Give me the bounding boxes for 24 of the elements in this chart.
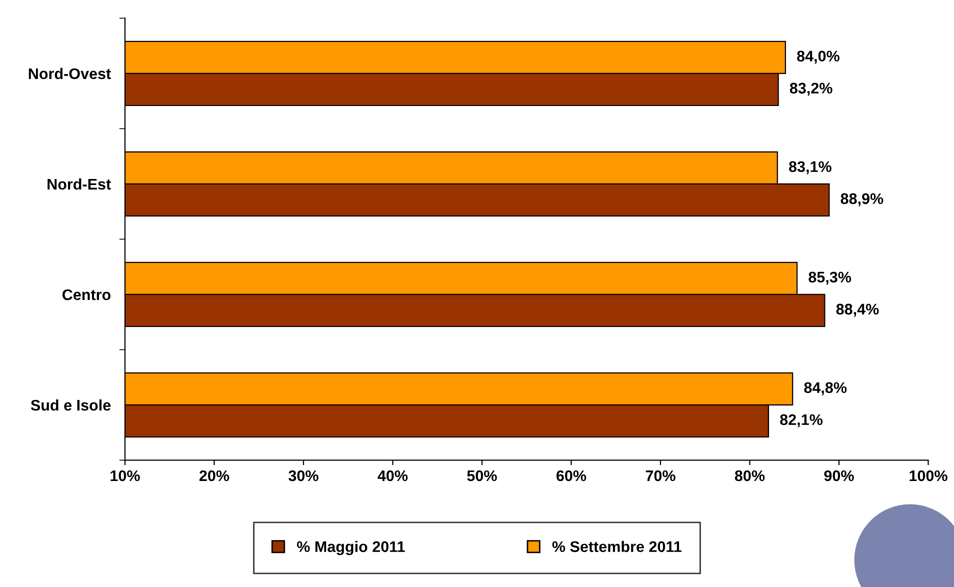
legend-label: % Settembre 2011: [552, 540, 682, 552]
x-tick-label: 30%: [288, 470, 318, 482]
data-label: 84,0%: [797, 50, 840, 64]
data-label: 84,8%: [804, 382, 847, 396]
x-tick-label: 10%: [110, 470, 140, 482]
legend-label: % Maggio 2011: [296, 540, 405, 556]
x-tick-label: 20%: [199, 470, 230, 482]
x-tick-label: 60%: [556, 470, 586, 482]
data-label: 83,2%: [790, 82, 832, 96]
data-label: 82,1%: [780, 414, 823, 428]
x-tick-label: 90%: [824, 470, 854, 482]
x-tick-label: 50%: [467, 470, 497, 482]
y-tick-label: Nord-Est: [48, 178, 111, 190]
data-label: 83,1%: [789, 161, 832, 174]
x-tick-label: 80%: [734, 470, 765, 482]
x-tick-label: 70%: [646, 470, 676, 482]
data-label: 85,3%: [808, 272, 852, 285]
data-label: 88,9%: [840, 193, 884, 206]
y-tick-label: Sud e Isole: [30, 399, 111, 411]
x-tick-label: 100%: [910, 470, 948, 482]
y-tick-label: Centro: [62, 289, 110, 300]
data-label: 88,4%: [836, 304, 879, 317]
x-tick-label: 40%: [378, 470, 408, 482]
y-tick-label: Nord-Ovest: [28, 68, 111, 80]
